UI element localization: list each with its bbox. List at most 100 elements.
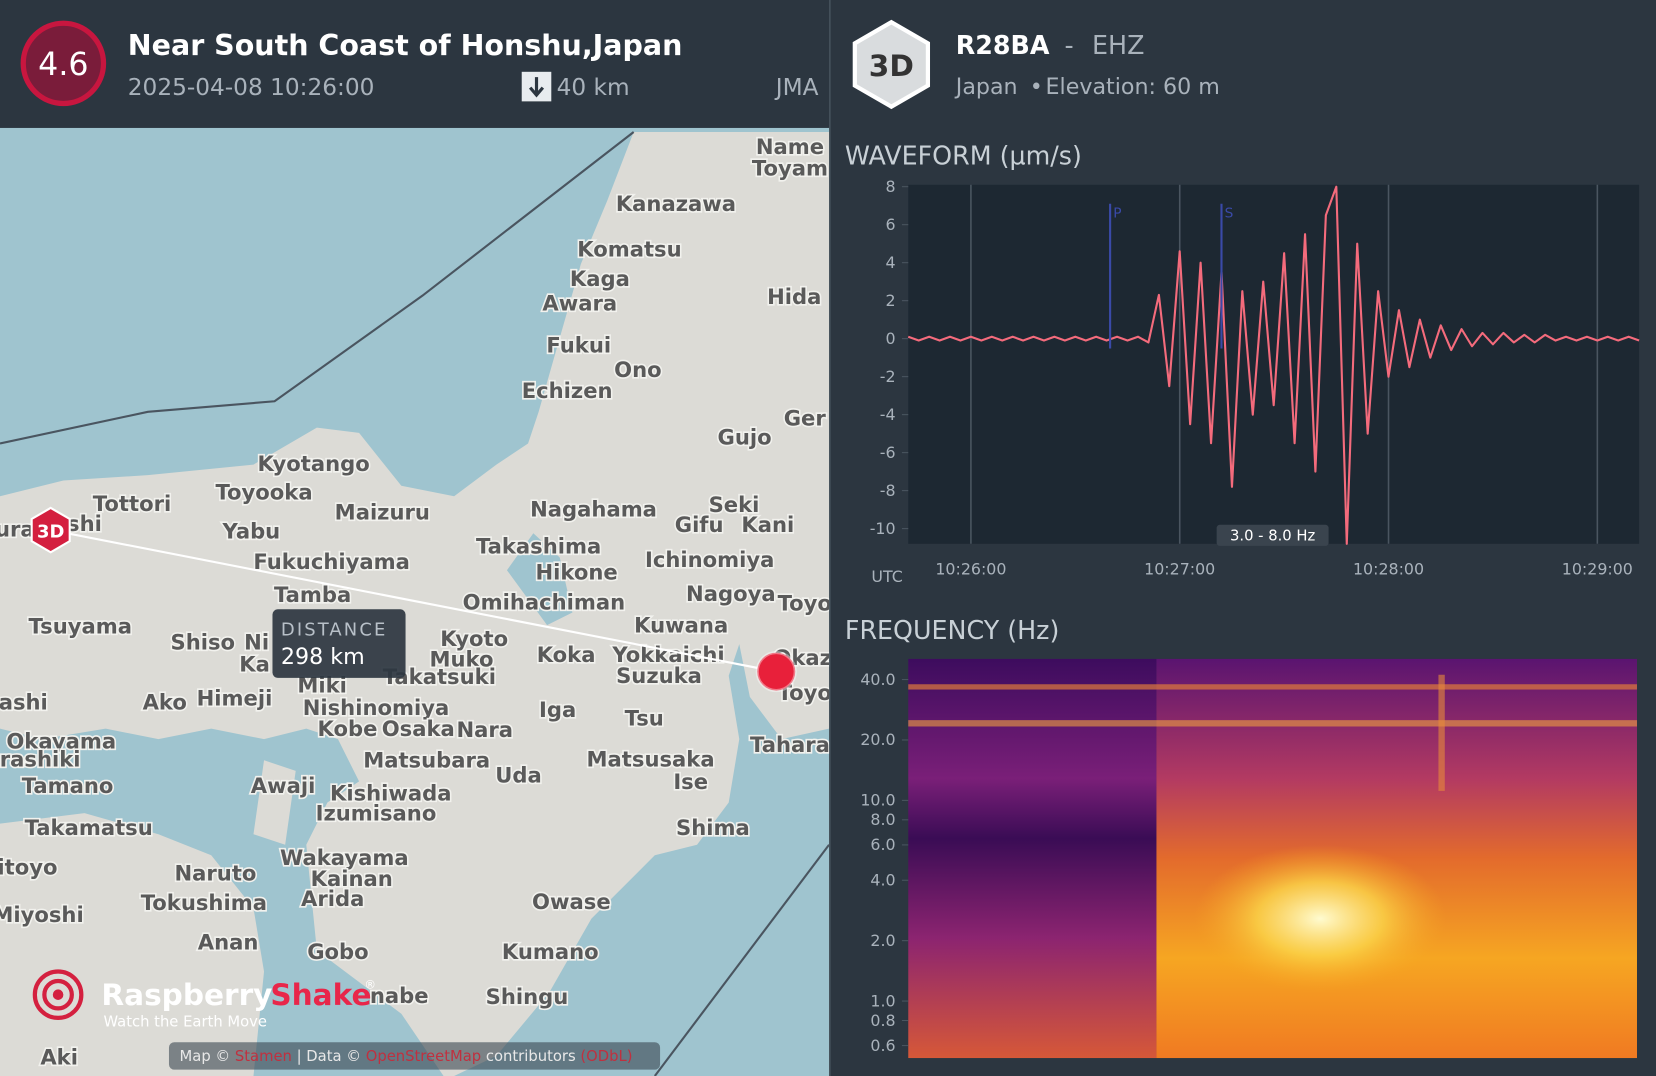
- place-label: Okayama: [6, 729, 116, 754]
- place-label: Matsusaka: [587, 747, 715, 772]
- y-tick-label: 1.0: [870, 991, 895, 1010]
- place-label: Koka: [537, 642, 596, 667]
- y-tick-label: 6.0: [870, 835, 895, 854]
- place-label: Echizen: [522, 378, 613, 403]
- magnitude-badge: [20, 20, 107, 107]
- logo-tagline: Watch the Earth Move: [104, 1013, 267, 1030]
- attribution-part: Stamen: [235, 1048, 292, 1065]
- place-label: Maizuru: [335, 500, 430, 525]
- place-label: Kumano: [502, 939, 599, 964]
- place-label: nabe: [370, 983, 429, 1008]
- spectrogram-band: [908, 720, 1637, 727]
- waveform-plot: [908, 184, 1640, 544]
- y-tick-label: 8: [886, 177, 896, 196]
- distance-line: [50, 529, 777, 673]
- place-label: Matsubara: [363, 748, 490, 773]
- place-label: Muko: [430, 646, 494, 671]
- place-label: Tokushima: [141, 890, 267, 915]
- land: [0, 813, 265, 1076]
- place-label: Himeji: [197, 685, 273, 710]
- place-label: Shingu: [486, 984, 569, 1009]
- spectrogram-quiet: [908, 658, 1157, 1059]
- place-label: Kyoto: [440, 626, 508, 651]
- place-label: Tsu: [625, 705, 664, 730]
- lake: [506, 533, 573, 626]
- waveform-line: [907, 185, 1640, 545]
- attribution-part: contributors: [481, 1048, 580, 1065]
- event-depth: 40 km: [557, 74, 630, 101]
- place-label: rashiki: [0, 747, 81, 772]
- place-label: Toyooka: [215, 479, 312, 504]
- y-tick-label: 4: [886, 253, 896, 272]
- place-label: Kishiwada: [330, 780, 452, 805]
- spectrogram-band: [1438, 674, 1445, 791]
- place-label: Seki: [709, 492, 760, 517]
- y-tick-label: 0.8: [870, 1011, 895, 1030]
- attribution-box: [168, 1042, 661, 1070]
- channel: EHZ: [1092, 30, 1144, 60]
- place-label: ura: [0, 516, 35, 541]
- place-label: Owase: [532, 889, 611, 914]
- logo-icon: [42, 978, 74, 1011]
- x-tick-label: 10:28:00: [1353, 559, 1424, 578]
- y-tick-label: -2: [880, 367, 896, 386]
- place-label: Toyo: [778, 590, 832, 615]
- distance-value: 298 km: [281, 644, 365, 670]
- frequency-title: FREQUENCY (Hz): [845, 615, 1059, 645]
- place-label: Kani: [741, 512, 794, 537]
- place-label: Shima: [676, 815, 750, 840]
- place-label: Uda: [495, 762, 542, 787]
- place-label: Tahara: [750, 732, 830, 757]
- event-marker[interactable]: [755, 650, 797, 693]
- place-label: Yabu: [221, 519, 280, 544]
- place-label: shi: [67, 511, 102, 536]
- event-title[interactable]: Near South Coast of Honshu,Japan: [128, 29, 683, 62]
- place-label: Izumisano: [316, 800, 437, 825]
- place-label: Wakayama: [280, 845, 409, 870]
- place-label: Ger: [784, 406, 827, 431]
- filter-badge: [1216, 524, 1329, 546]
- place-label: Anan: [198, 929, 259, 954]
- place-label: Toyam: [752, 155, 828, 180]
- y-tick-label: 4.0: [870, 871, 895, 890]
- place-label: Gujo: [718, 425, 772, 450]
- logo-brand: Raspberry: [101, 978, 272, 1012]
- place-label: Takamatsu: [25, 815, 153, 840]
- place-label: Ka: [239, 652, 270, 677]
- x-tick-label: 10:29:00: [1562, 559, 1633, 578]
- event-agency: JMA: [774, 74, 819, 101]
- station-country: Japan: [954, 74, 1018, 100]
- station-marker[interactable]: [30, 506, 71, 554]
- place-label: Kanazawa: [616, 191, 736, 216]
- separator: -: [1065, 30, 1074, 60]
- place-label: Omihachiman: [463, 589, 626, 614]
- filter-label: 3.0 - 8.0 Hz: [1230, 528, 1315, 545]
- place-label: Yokkaichi: [611, 642, 724, 667]
- logo-icon: [32, 969, 84, 1021]
- place-label: ashi: [0, 690, 48, 715]
- station-marker-label: 3D: [37, 521, 64, 542]
- place-label: Nagahama: [530, 496, 657, 521]
- waveform-title: WAVEFORM (µm/s): [845, 141, 1082, 171]
- distance-box: [272, 609, 406, 678]
- logo: Raspberry Shake ® Watch the Earth Move: [32, 969, 376, 1030]
- place-label: Kaga: [570, 266, 630, 291]
- place-label: Awaji: [251, 773, 316, 798]
- place-label: Arida: [301, 886, 364, 911]
- place-label: Kainan: [311, 866, 393, 891]
- y-tick-label: 2.0: [870, 931, 895, 950]
- place-label: Takashima: [476, 533, 601, 558]
- x-axis-label: UTC: [871, 567, 902, 586]
- place-label: Fukui: [546, 333, 611, 358]
- x-tick-label: 10:27:00: [1144, 559, 1215, 578]
- station-code[interactable]: R28BA: [956, 30, 1050, 60]
- y-tick-label: 20.0: [860, 730, 895, 749]
- distance-label: DISTANCE: [281, 620, 388, 641]
- magnitude: 4.6: [38, 47, 88, 83]
- land: [253, 760, 296, 845]
- place-label: Komatsu: [577, 237, 681, 262]
- spectrogram-chart: 40.0 20.0 10.08.0 6.0 4.0 2.0 1.00.8 0.6: [860, 658, 1637, 1059]
- y-tick-label: -10: [870, 519, 896, 538]
- place-label: Kobe: [318, 716, 378, 741]
